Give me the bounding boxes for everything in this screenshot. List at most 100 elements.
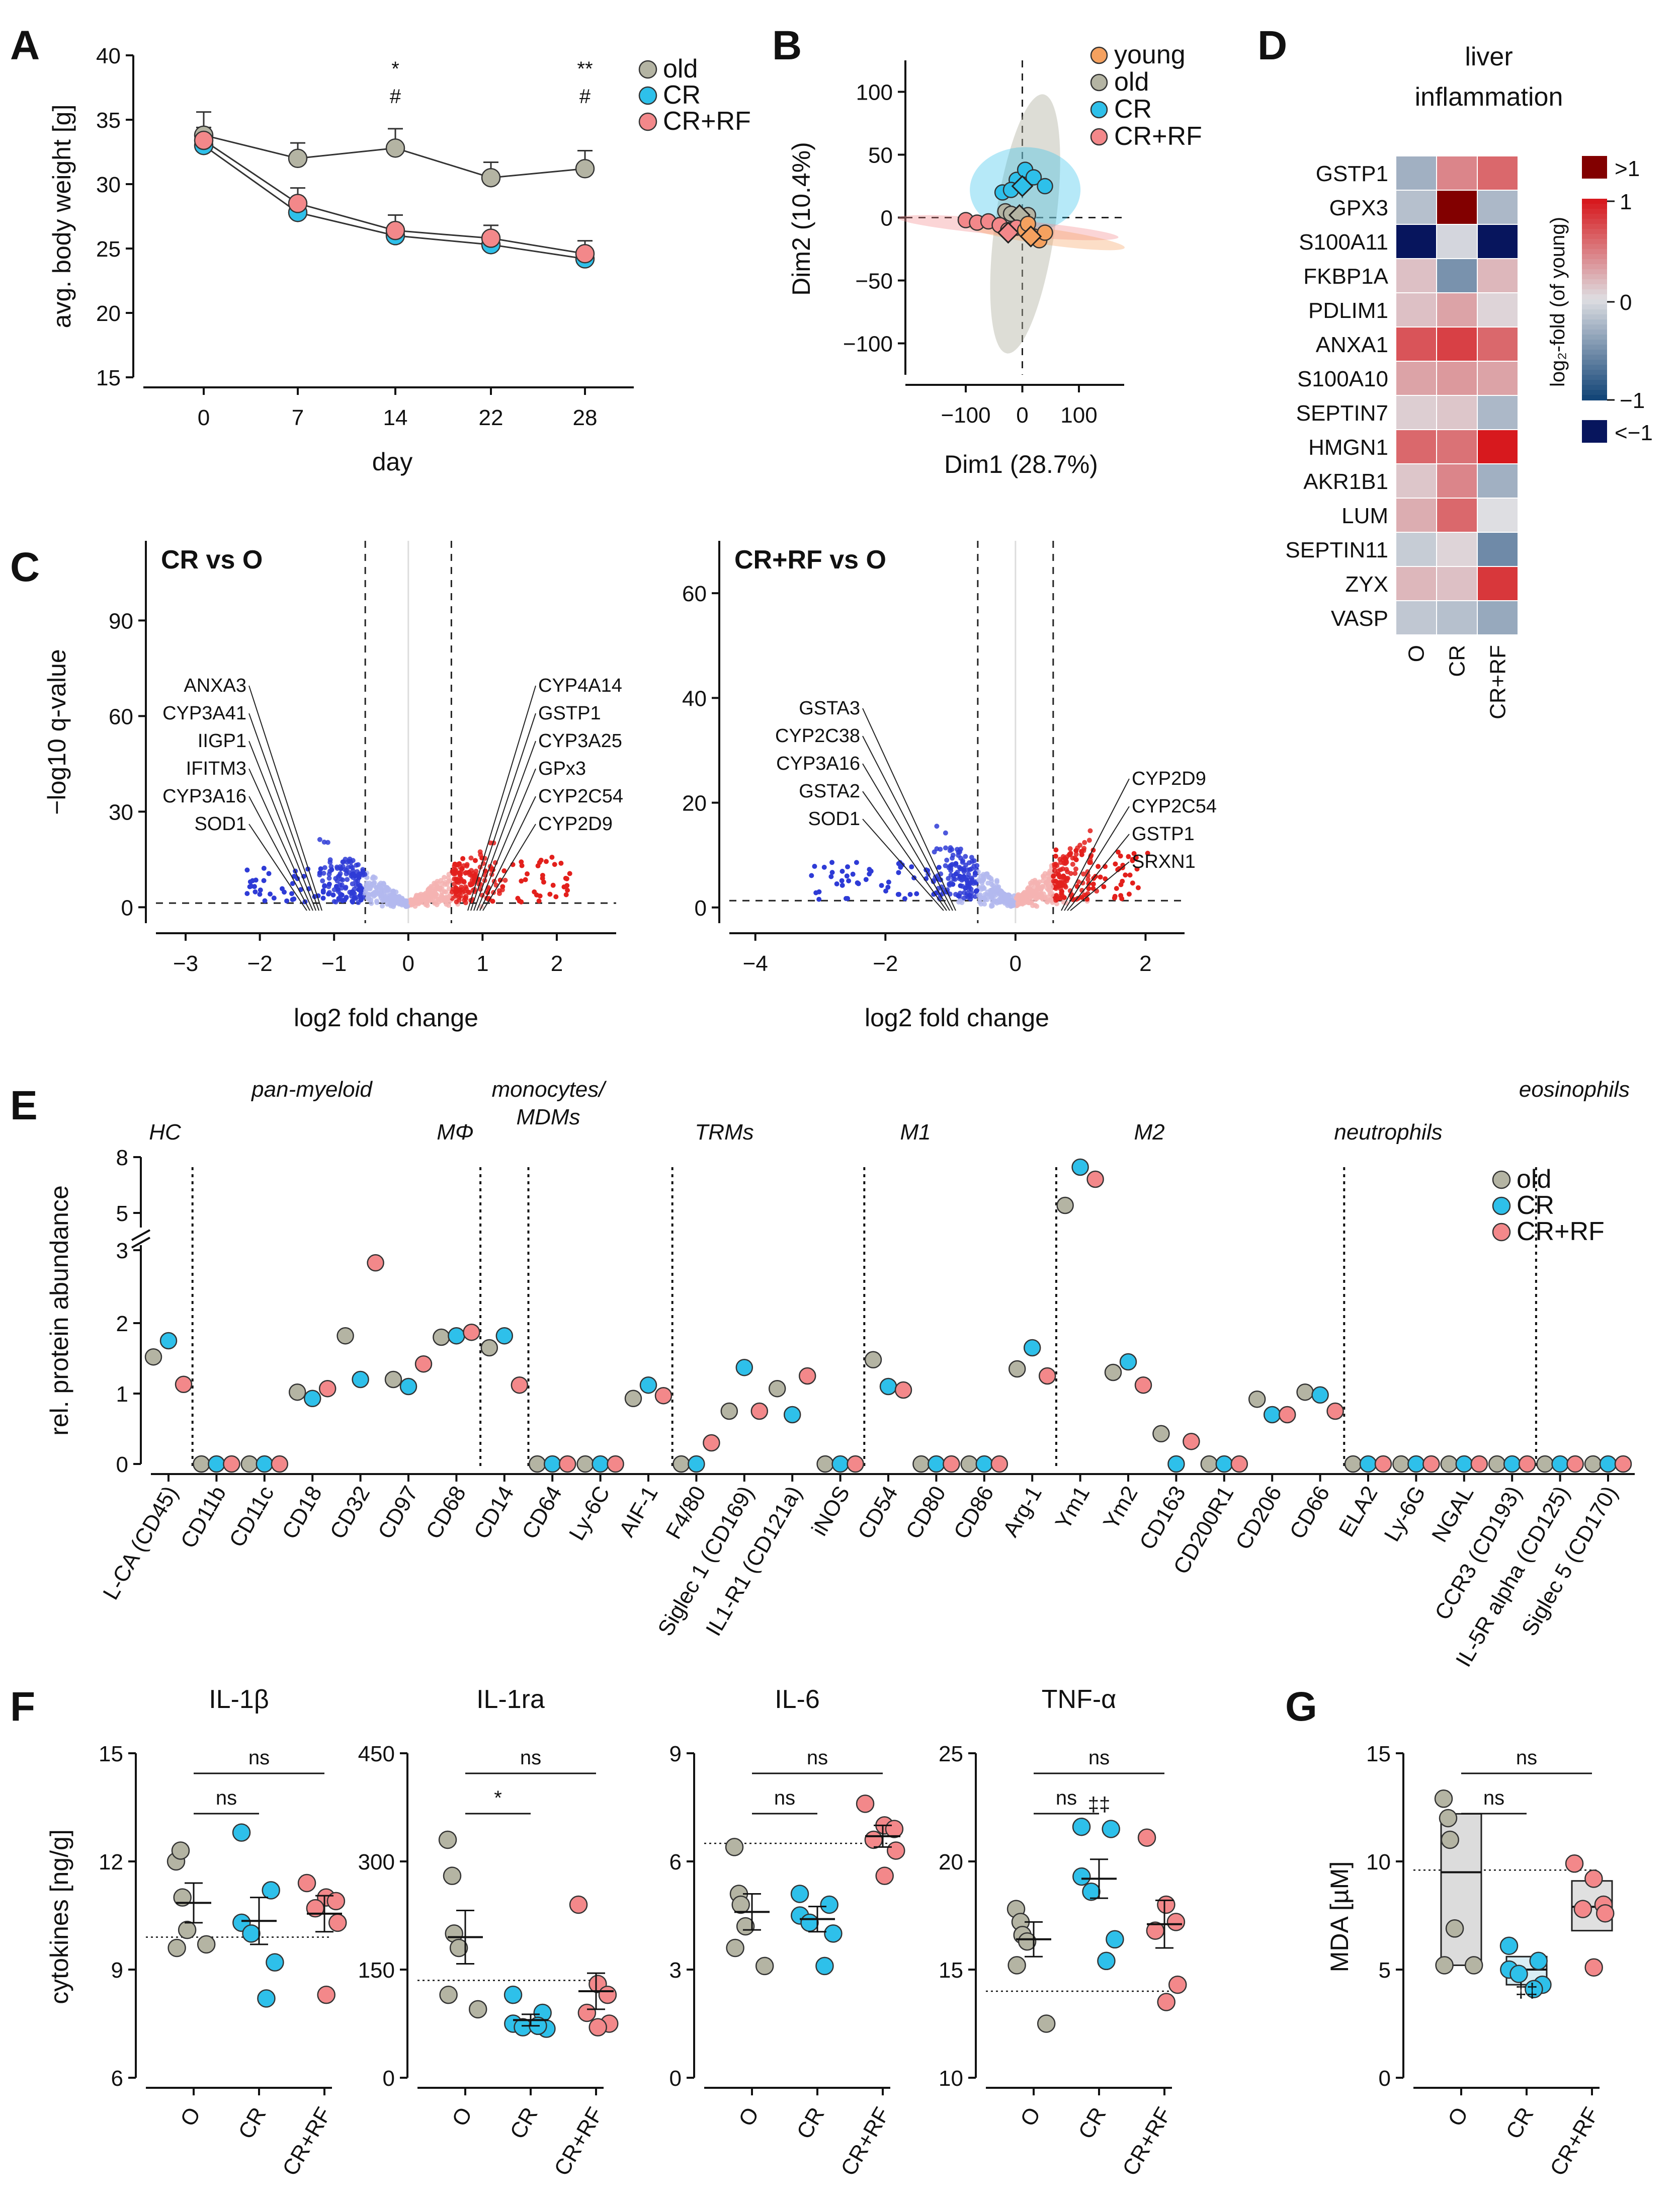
- colorbar-segment: [1582, 370, 1607, 375]
- volcano-point: [969, 855, 974, 860]
- colorbar-segment: [1582, 249, 1607, 255]
- protein-point-old: [673, 1455, 690, 1473]
- volcano-point: [452, 871, 458, 876]
- protein-point-old: [1440, 1455, 1458, 1473]
- volcano-point: [244, 891, 250, 897]
- protein-point-old: [193, 1455, 210, 1473]
- heatmap-cell: [1477, 463, 1519, 499]
- volcano-point: [446, 894, 452, 900]
- volcano-point: [978, 894, 983, 900]
- volcano-point: [981, 875, 987, 880]
- significance-mark: ‡‡: [1088, 1794, 1111, 1816]
- volcano-point: [391, 902, 397, 907]
- volcano-point: [372, 889, 377, 895]
- protein-point-CR+RF: [943, 1455, 960, 1473]
- volcano-point: [326, 881, 332, 887]
- colorbar-title: log₂-fold (of young): [1547, 217, 1569, 387]
- volcano-point: [1048, 887, 1053, 893]
- volcano-point: [463, 900, 468, 906]
- volcano-point: [972, 870, 978, 876]
- y-tick-label: 0: [116, 1452, 128, 1477]
- data-point-CR+RF: [589, 2018, 607, 2036]
- volcano-point: [1087, 860, 1093, 865]
- volcano-point: [850, 871, 856, 877]
- data-point-O: [167, 1938, 186, 1958]
- heatmap-title: liver: [1465, 42, 1513, 71]
- x-axis-title: log2 fold change: [865, 1004, 1049, 1032]
- protein-point-old: [816, 1455, 834, 1473]
- gene-leader: [248, 685, 322, 911]
- volcano-point: [457, 895, 462, 901]
- colorbar-over-swatch: [1582, 156, 1607, 179]
- gene-label: GSTA3: [799, 698, 860, 719]
- volcano-point: [953, 861, 959, 866]
- gene-leader: [479, 796, 536, 911]
- gene-leader: [470, 713, 536, 911]
- volcano-point: [953, 871, 959, 877]
- volcano-point: [388, 893, 393, 899]
- heatmap-row-label: FKBP1A: [1303, 264, 1388, 289]
- gene-label: GSTA2: [799, 781, 860, 802]
- y-tick-label: 300: [358, 1850, 395, 1875]
- volcano-point: [1040, 873, 1046, 879]
- colorbar-segment: [1582, 319, 1607, 325]
- gene-leader: [1067, 834, 1130, 911]
- volcano-point: [358, 898, 364, 903]
- legend-marker-CR: [1090, 101, 1108, 119]
- data-point-O: [468, 2000, 487, 2019]
- protein-point-CR+RF: [798, 1367, 816, 1385]
- protein-point-CR+RF: [894, 1381, 912, 1399]
- heatmap-cell: [1395, 566, 1437, 601]
- legend-label: CR: [1517, 1191, 1554, 1220]
- gene-label: SRXN1: [1132, 851, 1196, 872]
- data-point-CR+RF: [1168, 1975, 1187, 1994]
- volcano-point: [1061, 873, 1066, 879]
- volcano-point: [321, 839, 327, 845]
- point-old: [575, 159, 595, 179]
- heatmap-cell: [1477, 498, 1519, 533]
- data-point-O: [1037, 2014, 1056, 2033]
- colorbar-segment: [1582, 219, 1607, 224]
- volcano-point: [996, 884, 1001, 889]
- protein-point-CR+RF: [607, 1455, 624, 1473]
- colorbar-segment: [1582, 264, 1607, 270]
- axis-break: [131, 1229, 150, 1241]
- x-axis-title: Dim1 (28.7%): [944, 450, 1098, 478]
- volcano-point: [1085, 877, 1091, 882]
- volcano-point: [886, 879, 891, 885]
- colorbar-segment: [1582, 284, 1607, 290]
- y-tick-label: 12: [99, 1850, 123, 1875]
- colorbar-segment: [1582, 204, 1607, 209]
- volcano-point: [1061, 895, 1067, 901]
- volcano-point: [369, 901, 374, 906]
- protein-point-old: [1536, 1455, 1554, 1473]
- volcano-point: [956, 900, 961, 905]
- data-point-CR: [1072, 1867, 1091, 1886]
- protein-point-CR+RF: [1278, 1406, 1296, 1424]
- legend-label: CR+RF: [663, 107, 751, 136]
- heatmap-row-label: ZYX: [1345, 572, 1388, 597]
- y-tick-label: 9: [669, 1742, 682, 1766]
- volcano-point: [1039, 895, 1045, 901]
- protein-point-CR+RF: [1374, 1455, 1392, 1473]
- volcano-point: [1049, 892, 1054, 898]
- legend-label: CR: [1114, 95, 1152, 124]
- gene-leader: [1070, 861, 1130, 911]
- protein-point-CR+RF: [1470, 1455, 1488, 1473]
- colorbar-segment: [1582, 309, 1607, 315]
- gene-label: CYP4A14: [538, 675, 622, 696]
- protein-point-CR+RF: [1422, 1455, 1440, 1473]
- volcano-point: [405, 904, 410, 909]
- volcano-point: [326, 871, 332, 877]
- volcano-point: [350, 865, 355, 870]
- y-axis-title: rel. protein abundance: [45, 1185, 73, 1436]
- data-point-O: [443, 1866, 462, 1885]
- volcano-point: [552, 862, 557, 867]
- volcano-point: [347, 856, 353, 862]
- y-tick-label: 450: [358, 1742, 395, 1766]
- heatmap-cell: [1436, 292, 1478, 328]
- volcano-point: [863, 877, 869, 882]
- protein-point-CR+RF: [1326, 1402, 1344, 1420]
- comparison-label: ns: [774, 1787, 795, 1809]
